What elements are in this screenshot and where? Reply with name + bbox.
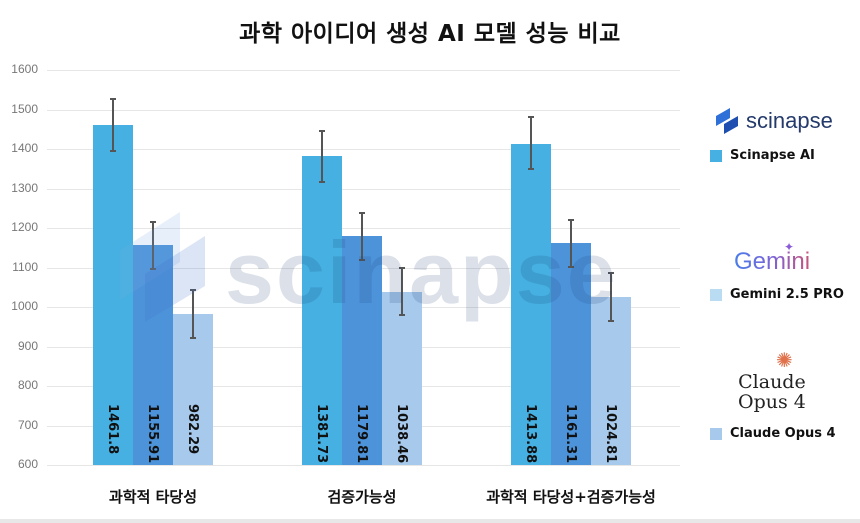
error-bar-cap <box>568 219 574 222</box>
y-tick-label: 1600 <box>11 62 38 76</box>
y-tick-label: 1300 <box>11 180 38 195</box>
bar <box>302 156 342 465</box>
bar-value-label: 982.29 <box>185 404 200 455</box>
claude-brand-line1: Claude <box>738 371 806 393</box>
bar <box>591 297 631 465</box>
bar-value-label: 1381.73 <box>314 404 329 464</box>
claude-brand-line2: Opus 4 <box>738 391 806 413</box>
error-bar-cap <box>110 149 116 152</box>
error-bar <box>321 130 323 182</box>
error-bar-cap <box>319 180 325 183</box>
x-category-label: 과학적 타당성 <box>108 488 198 506</box>
error-bar <box>570 220 572 267</box>
legend-label-scinapse: Scinapse AI <box>730 148 815 163</box>
error-bar <box>192 290 194 338</box>
y-tick-label: 1200 <box>11 220 38 234</box>
error-bar-cap <box>190 336 196 339</box>
legend: scinapse Scinapse AI ✦ Gemini Gemini 2.5… <box>700 0 860 523</box>
legend-item-claude: Claude Opus 4 <box>710 426 836 441</box>
scinapse-brand: scinapse <box>716 108 833 134</box>
legend-label-gemini: Gemini 2.5 PRO <box>730 287 844 302</box>
claude-starburst-icon: ✺ <box>776 348 793 372</box>
gridline <box>47 149 680 150</box>
y-tick-label: 1400 <box>11 141 38 155</box>
bar-value-label: 1179.81 <box>354 404 369 464</box>
bar-value-label: 1413.88 <box>523 404 538 464</box>
legend-swatch-scinapse <box>710 149 722 162</box>
gridline <box>47 188 680 190</box>
error-bar-cap <box>190 289 196 292</box>
x-category-label: 검증가능성 <box>327 488 397 506</box>
error-bar <box>361 212 363 260</box>
legend-swatch-gemini <box>710 288 722 301</box>
error-bar-cap <box>359 211 365 214</box>
error-bar-cap <box>110 97 116 100</box>
bar-value-label: 1038.46 <box>394 404 409 464</box>
error-bar-cap <box>319 129 325 132</box>
error-bar-cap <box>359 258 365 261</box>
y-tick-label: 1100 <box>12 259 38 274</box>
y-tick-label: 900 <box>17 338 38 353</box>
y-tick-label: 800 <box>17 378 38 392</box>
scinapse-brand-text: scinapse <box>746 108 833 133</box>
error-bar <box>530 117 532 169</box>
x-category-label: 과학적 타당성+검증가능성 <box>486 488 656 506</box>
gridline <box>47 228 680 229</box>
scinapse-logo-icon <box>716 108 738 134</box>
y-tick-label: 600 <box>17 457 38 471</box>
error-bar-cap <box>399 266 405 269</box>
bar <box>382 291 422 465</box>
bar <box>551 243 591 465</box>
error-bar-cap <box>150 221 156 224</box>
gridline <box>47 70 680 71</box>
plot-area: 600 700 800 900 1000 1100 1200 1300 1400 1500 1600… <box>11 62 680 506</box>
watermark-logo-icon <box>120 212 210 326</box>
bar <box>173 313 213 465</box>
claude-brand: Claude Opus 4 <box>738 372 806 412</box>
bar <box>93 124 133 465</box>
chart-title: 과학 아이디어 생성 AI 모델 성능 비교 <box>239 21 621 47</box>
error-bar <box>610 273 612 322</box>
y-tick-label: 1000 <box>11 299 38 313</box>
gridline <box>47 465 680 466</box>
y-tick-label: 1500 <box>11 101 38 116</box>
bar <box>133 245 173 465</box>
bar <box>342 235 382 465</box>
bar-value-label: 1461.8 <box>105 404 120 455</box>
error-bar-cap <box>528 167 534 170</box>
bottom-divider <box>0 519 860 523</box>
bar-value-label: 1024.81 <box>603 404 618 464</box>
gemini-brand-text: Gemini <box>734 248 811 275</box>
gridline <box>47 109 680 111</box>
legend-item-scinapse: Scinapse AI <box>710 148 815 163</box>
error-bar-cap <box>568 265 574 268</box>
legend-swatch-claude <box>710 427 722 440</box>
error-bar <box>152 222 154 269</box>
error-bar-cap <box>399 314 405 317</box>
error-bar-cap <box>150 267 156 270</box>
error-bar-cap <box>608 320 614 323</box>
y-tick-label: 700 <box>17 417 38 432</box>
error-bar <box>112 98 114 151</box>
bar-value-label: 1155.91 <box>145 404 160 464</box>
gemini-sparkle-icon: ✦ <box>784 240 795 254</box>
error-bar-cap <box>608 272 614 275</box>
error-bar <box>401 267 403 316</box>
bar-value-label: 1161.31 <box>563 404 578 464</box>
error-bar-cap <box>528 116 534 119</box>
legend-label-claude: Claude Opus 4 <box>730 426 836 441</box>
bar <box>511 143 551 465</box>
legend-item-gemini: Gemini 2.5 PRO <box>710 287 844 302</box>
